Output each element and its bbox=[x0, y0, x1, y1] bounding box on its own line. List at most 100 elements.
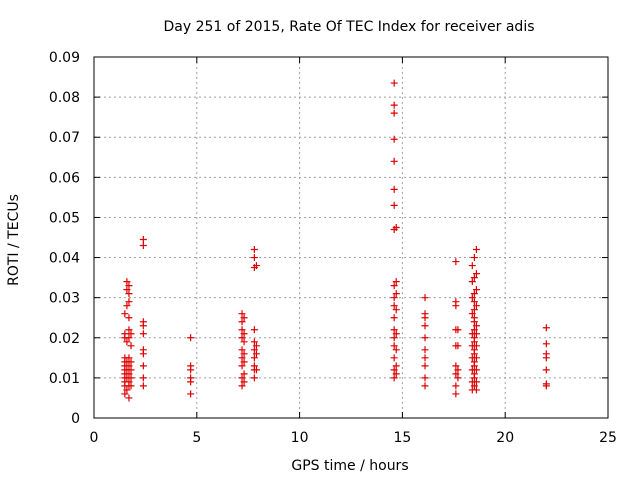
data-point bbox=[123, 302, 131, 310]
data-point bbox=[470, 358, 478, 366]
data-point bbox=[125, 314, 133, 322]
data-point bbox=[139, 362, 147, 370]
data-point bbox=[421, 322, 429, 330]
data-point bbox=[392, 346, 400, 354]
data-point bbox=[472, 366, 480, 374]
x-tick-label: 5 bbox=[192, 430, 201, 446]
data-point bbox=[390, 79, 398, 87]
data-point bbox=[252, 342, 260, 350]
data-point bbox=[470, 382, 478, 390]
data-point bbox=[139, 242, 147, 250]
data-point bbox=[238, 310, 246, 318]
data-point bbox=[390, 374, 398, 382]
data-point bbox=[240, 358, 248, 366]
data-point bbox=[452, 298, 460, 306]
data-point bbox=[125, 282, 133, 290]
data-point bbox=[238, 362, 246, 370]
data-point bbox=[468, 278, 476, 286]
y-tick-label: 0.01 bbox=[49, 371, 80, 387]
x-tick-label: 15 bbox=[393, 430, 411, 446]
data-point bbox=[470, 274, 478, 282]
data-point bbox=[392, 223, 400, 231]
data-point bbox=[125, 378, 133, 386]
data-point bbox=[250, 326, 258, 334]
x-axis-label: GPS time / hours bbox=[291, 458, 408, 474]
data-point bbox=[125, 354, 133, 362]
data-point bbox=[542, 340, 550, 348]
data-point bbox=[421, 334, 429, 342]
data-point bbox=[125, 370, 133, 378]
y-tick-label: 0.02 bbox=[49, 331, 80, 347]
data-point bbox=[390, 354, 398, 362]
data-point bbox=[472, 286, 480, 294]
data-point bbox=[125, 326, 133, 334]
data-point bbox=[390, 185, 398, 193]
x-tick-label: 10 bbox=[291, 430, 309, 446]
data-point bbox=[472, 342, 480, 350]
data-point bbox=[472, 270, 480, 278]
y-tick-labels: 0 0.01 0.02 0.03 0.04 0.05 0.06 0.07 0.08 0.09 bbox=[49, 50, 80, 427]
data-point bbox=[472, 322, 480, 330]
data-point bbox=[472, 386, 480, 394]
data-point bbox=[470, 326, 478, 334]
data-point bbox=[121, 330, 129, 338]
data-point bbox=[240, 350, 248, 358]
data-point bbox=[392, 290, 400, 298]
data-point bbox=[240, 370, 248, 378]
data-point bbox=[542, 350, 550, 358]
grid-lines bbox=[94, 57, 608, 418]
data-point bbox=[468, 294, 476, 302]
data-point bbox=[250, 254, 258, 262]
data-point bbox=[240, 338, 248, 346]
data-point bbox=[470, 346, 478, 354]
data-point bbox=[392, 370, 400, 378]
data-point bbox=[238, 318, 246, 326]
data-point bbox=[472, 378, 480, 386]
data-point bbox=[542, 380, 550, 388]
data-point bbox=[390, 135, 398, 143]
data-point bbox=[421, 354, 429, 362]
data-point bbox=[252, 366, 260, 374]
data-point bbox=[252, 262, 260, 270]
data-point bbox=[454, 374, 462, 382]
data-point bbox=[392, 330, 400, 338]
data-point bbox=[123, 338, 131, 346]
data-point bbox=[127, 358, 135, 366]
data-point bbox=[390, 342, 398, 350]
data-point bbox=[421, 294, 429, 302]
data-point bbox=[240, 330, 248, 338]
data-point bbox=[139, 236, 147, 244]
data-point bbox=[472, 354, 480, 362]
data-point bbox=[238, 346, 246, 354]
data-point bbox=[470, 306, 478, 314]
data-point bbox=[238, 354, 246, 362]
data-point bbox=[470, 298, 478, 306]
data-point bbox=[127, 366, 135, 374]
data-point bbox=[252, 350, 260, 358]
data-point bbox=[187, 390, 195, 398]
data-point bbox=[187, 362, 195, 370]
data-point bbox=[139, 346, 147, 354]
data-point bbox=[127, 382, 135, 390]
data-point bbox=[454, 326, 462, 334]
data-point bbox=[470, 314, 478, 322]
data-point bbox=[542, 366, 550, 374]
data-point bbox=[470, 334, 478, 342]
data-point bbox=[452, 370, 460, 378]
data-point bbox=[238, 326, 246, 334]
data-point bbox=[390, 326, 398, 334]
data-point bbox=[240, 314, 248, 322]
x-tick-label: 0 bbox=[90, 430, 99, 446]
data-point bbox=[125, 394, 133, 402]
x-tick-labels: 0 5 10 15 20 25 bbox=[90, 430, 617, 446]
y-tick-label: 0 bbox=[71, 411, 80, 427]
data-point bbox=[123, 386, 131, 394]
data-point bbox=[390, 334, 398, 342]
data-point bbox=[127, 374, 135, 382]
data-point bbox=[390, 282, 398, 290]
data-point bbox=[139, 382, 147, 390]
data-point bbox=[472, 302, 480, 310]
data-point bbox=[121, 390, 129, 398]
data-point bbox=[421, 374, 429, 382]
